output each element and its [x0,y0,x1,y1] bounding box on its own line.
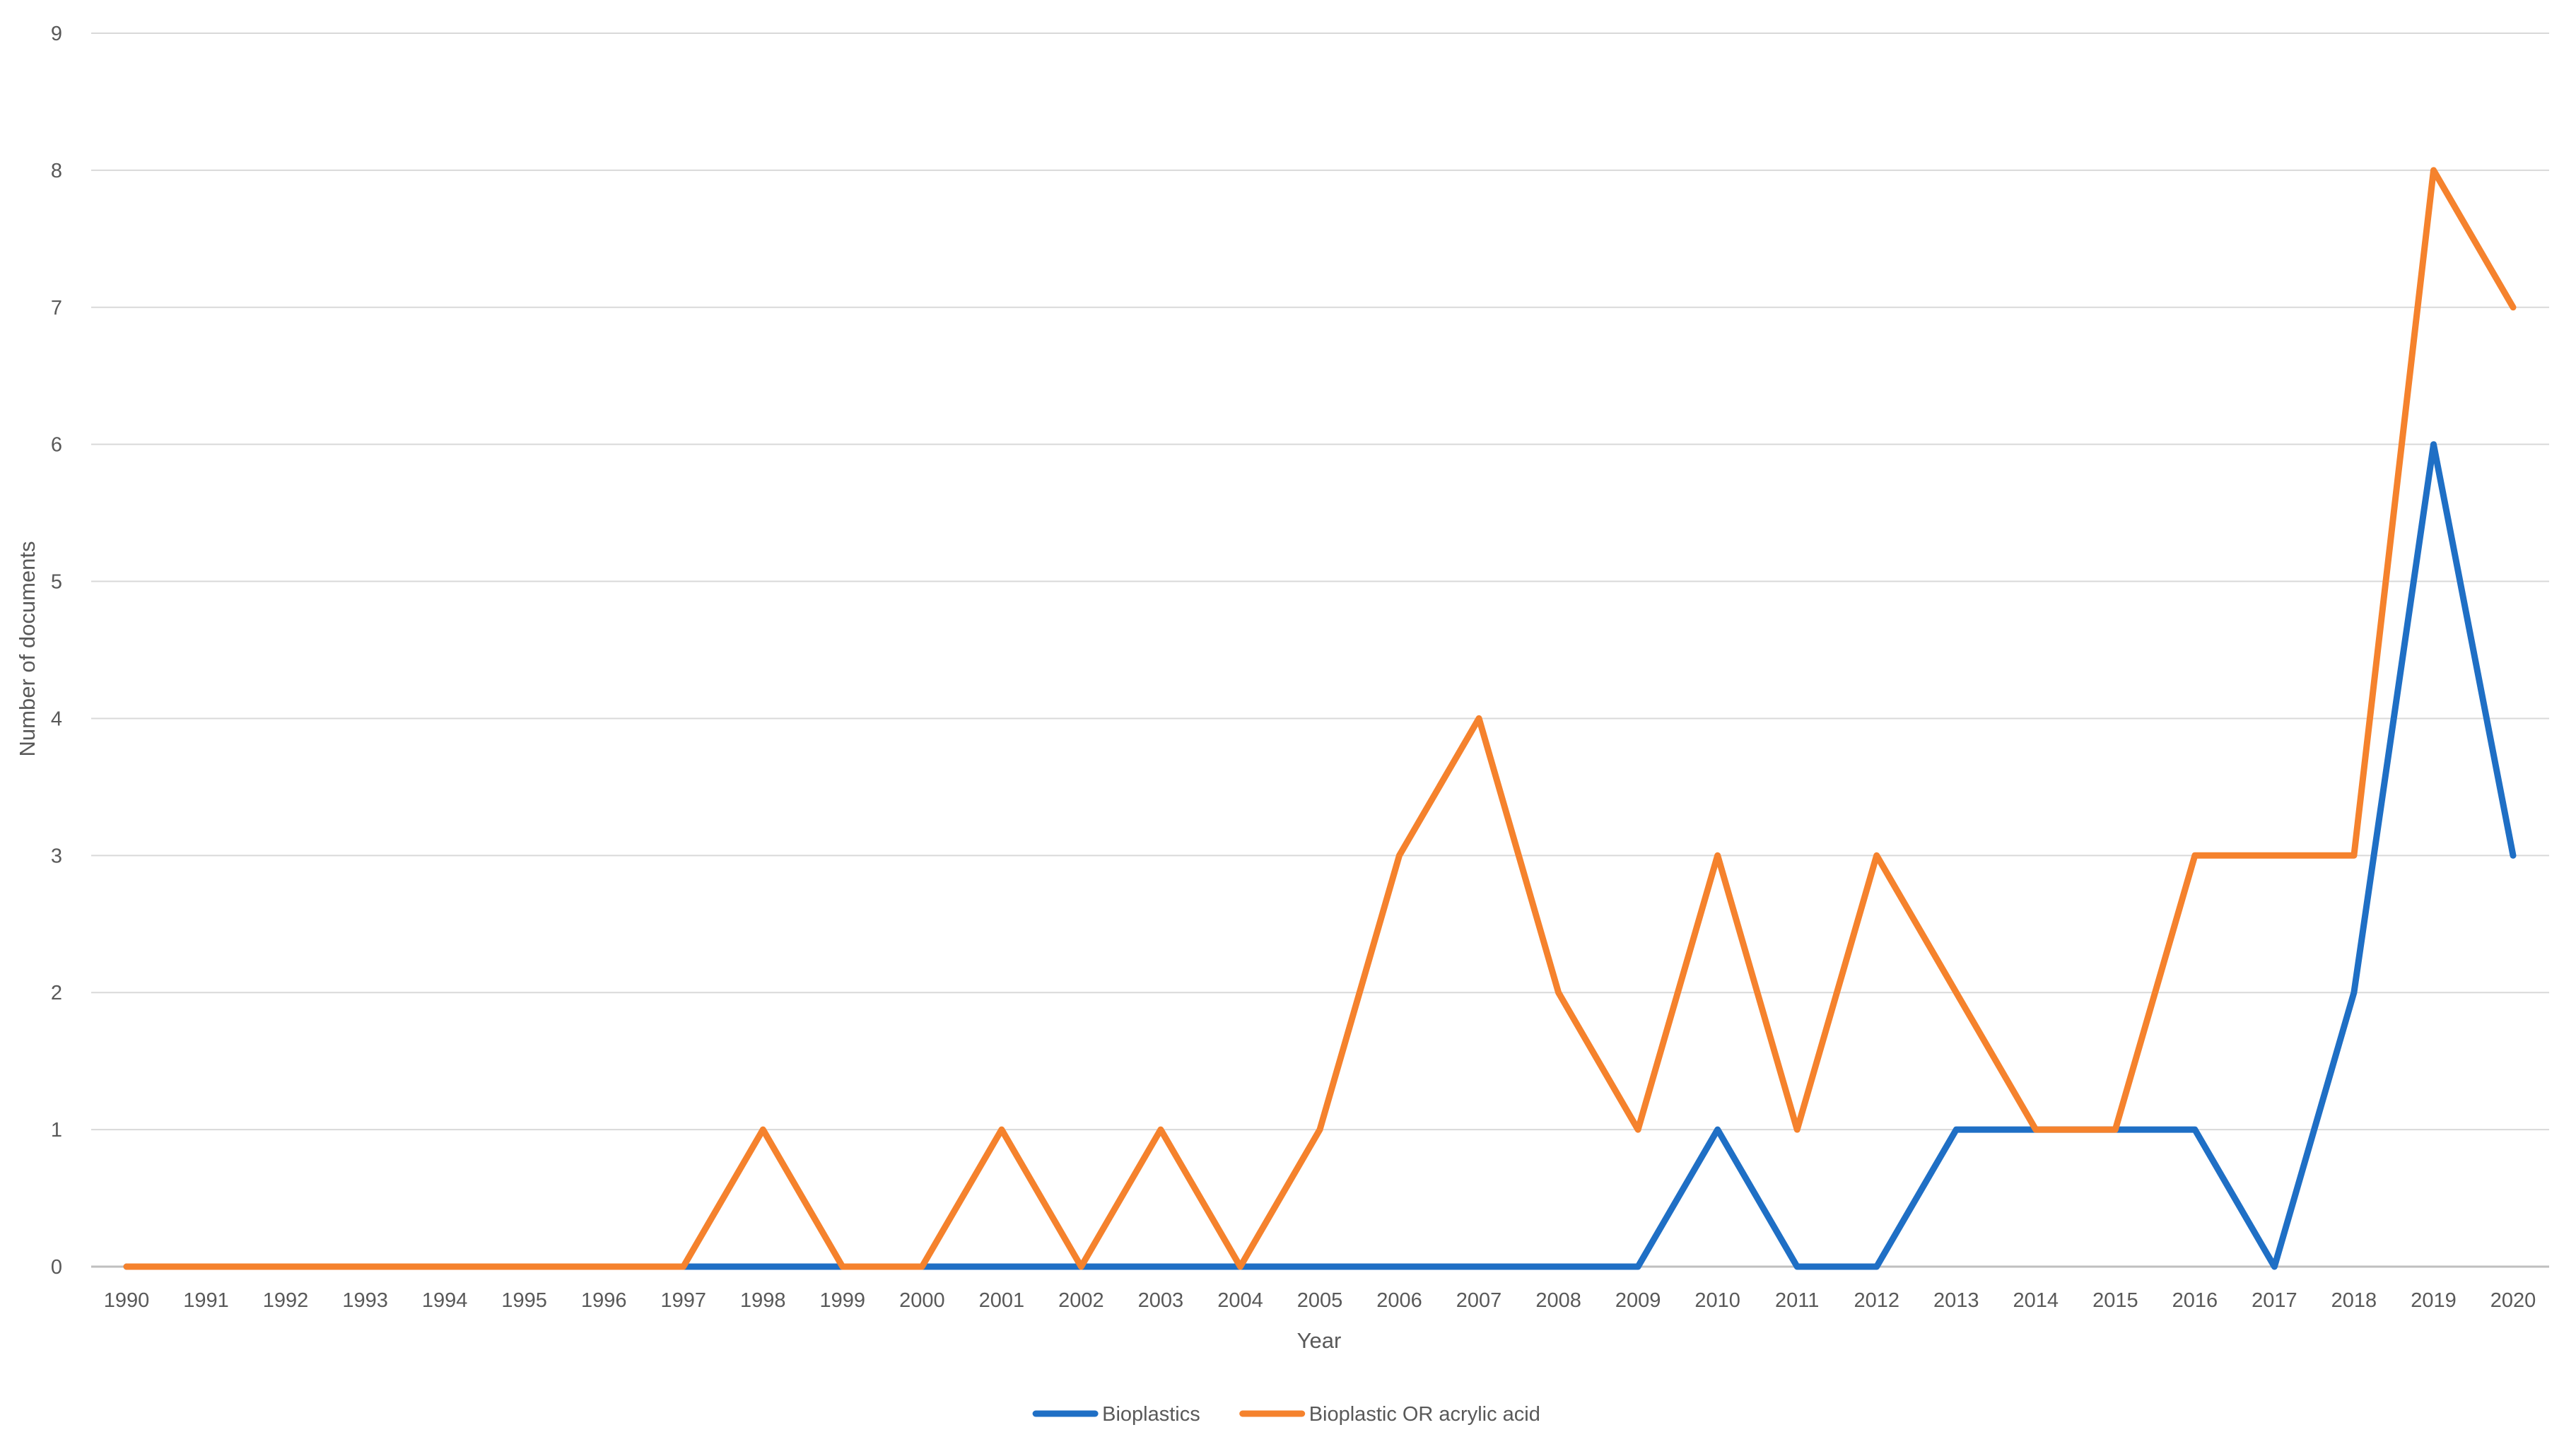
x-tick-label: 1997 [660,1289,706,1312]
y-tick-label: 4 [51,708,62,730]
y-axis-ticks: 0 1 2 3 4 5 6 7 8 9 [51,23,62,1279]
x-tick-label: 2019 [2411,1289,2457,1312]
legend: Bioplastics Bioplastic OR acrylic acid [1032,1403,1540,1426]
x-tick-label: 2018 [2331,1289,2377,1312]
x-tick-label: 2001 [979,1289,1025,1312]
x-tick-label: 2000 [899,1289,945,1312]
data-point [2353,855,2355,856]
legend-item: Bioplastic OR acrylic acid [1239,1403,1540,1426]
x-tick-label: 1990 [104,1289,150,1312]
x-axis-title: Year [1297,1328,1342,1353]
gridlines [91,33,2549,1268]
x-tick-label: 2020 [2490,1289,2536,1312]
x-tick-label: 2007 [1456,1289,1502,1312]
y-tick-label: 6 [51,434,62,457]
x-tick-label: 1993 [342,1289,388,1312]
legend-item: Bioplastics [1032,1403,1200,1426]
x-tick-label: 1995 [501,1289,547,1312]
x-tick-label: 1991 [183,1289,229,1312]
x-tick-label: 1998 [740,1289,786,1312]
legend-label: Bioplastics [1102,1403,1200,1426]
y-tick-label: 9 [51,23,62,45]
x-tick-label: 1992 [263,1289,309,1312]
y-tick-label: 5 [51,571,62,594]
data-point [1399,855,1400,856]
x-tick-label: 2009 [1615,1289,1661,1312]
data-point [1876,855,1878,856]
x-tick-label: 2003 [1138,1289,1184,1312]
x-tick-label: 2013 [1933,1289,1979,1312]
x-tick-label: 2004 [1217,1289,1263,1312]
x-tick-label: 2015 [2092,1289,2138,1312]
x-tick-label: 2005 [1297,1289,1343,1312]
data-point [2432,444,2434,445]
x-tick-label: 2008 [1535,1289,1581,1312]
y-tick-label: 2 [51,982,62,1004]
x-tick-label: 2010 [1694,1289,1740,1312]
x-tick-label: 2006 [1376,1289,1422,1312]
x-tick-label: 2014 [2013,1289,2059,1312]
y-axis-title: Number of documents [15,541,40,757]
series-lines [123,167,2517,1270]
data-point [2353,992,2355,993]
x-tick-label: 1996 [581,1289,627,1312]
data-point [2273,855,2275,856]
y-tick-label: 7 [51,297,62,319]
data-point [2194,855,2196,856]
data-point [1717,855,1719,856]
x-axis-ticks: 1990 1991 1992 1993 1994 1995 1996 1997 1998 1999… [104,1289,2536,1312]
x-tick-label: 2011 [1775,1289,1819,1312]
x-tick-label: 2002 [1058,1289,1104,1312]
data-point [1558,992,1559,993]
data-point [1478,717,1480,719]
legend-label: Bioplastic OR acrylic acid [1309,1403,1540,1426]
y-tick-label: 1 [51,1119,62,1142]
x-tick-label: 1994 [422,1289,468,1312]
data-point [2512,855,2514,856]
x-tick-label: 2012 [1854,1289,1899,1312]
x-tick-label: 2016 [2172,1289,2218,1312]
y-tick-label: 0 [51,1256,62,1279]
x-tick-label: 2017 [2252,1289,2297,1312]
y-tick-label: 8 [51,160,62,182]
data-point [1955,992,1957,993]
x-tick-label: 1999 [820,1289,866,1312]
y-tick-label: 3 [51,845,62,867]
